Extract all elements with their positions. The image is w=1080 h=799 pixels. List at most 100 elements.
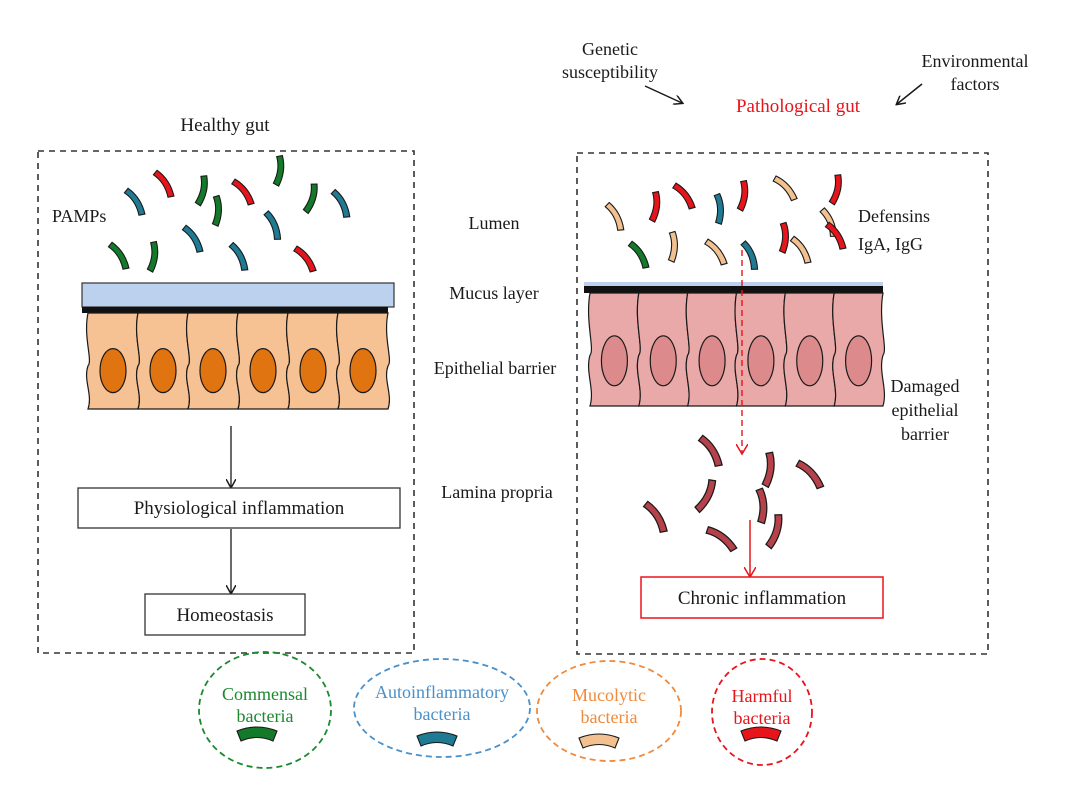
mucolytic-bacterium <box>772 175 798 202</box>
lamina-propria-label: Lamina propria <box>441 482 552 502</box>
chronic-inflammation-box <box>640 576 884 619</box>
translocated-bacterium <box>795 459 825 490</box>
healthy-mucus-layer <box>81 282 395 308</box>
commensal-bacterium <box>194 175 208 207</box>
damaged-epithelial-nucleus <box>844 335 873 387</box>
harmful-bacterium <box>648 190 661 223</box>
environmental-arrow <box>897 83 923 104</box>
commensal-bacterium <box>107 241 130 270</box>
damaged-label-line2: epithelial <box>892 400 959 420</box>
legend-commensal-label-line2: bacteria <box>237 706 294 726</box>
autoinflammatory-bacterium <box>228 241 249 271</box>
homeostasis-label: Homeostasis <box>176 605 273 626</box>
epithelial-barrier-label: Epithelial barrier <box>434 358 556 378</box>
legend-harmful-ring <box>711 658 813 766</box>
translocated-bacterium <box>765 514 783 550</box>
autoinflammatory-bacterium <box>330 188 351 218</box>
mucolytic-bacterium <box>789 235 812 264</box>
healthy-bacteria-group <box>107 154 351 273</box>
translocated-bacterium <box>755 487 768 525</box>
legend-commensal-label-line1: Commensal <box>222 684 308 704</box>
physiological-inflammation-label: Physiological inflammation <box>134 498 345 519</box>
legend-autoinflammatory-swatch <box>416 731 458 747</box>
harmful-bacterium <box>671 182 696 210</box>
translocated-bacterium <box>761 451 775 489</box>
harmful-bacterium <box>824 221 847 250</box>
legend-harmful-label-line2: bacteria <box>734 708 791 728</box>
homeostasis-box <box>144 593 306 636</box>
harmful-bacterium <box>828 174 842 206</box>
commensal-bacterium <box>211 194 222 228</box>
autoinflammatory-bacterium <box>123 187 146 216</box>
translocated-bacterium <box>642 500 668 534</box>
pathological-tight-junction <box>584 286 883 293</box>
legend-harmful-swatch <box>740 726 782 742</box>
damaged-label-line1: Damaged <box>891 376 960 396</box>
physiological-inflammation-box <box>77 487 401 529</box>
damaged-epithelial-nucleus <box>796 335 824 387</box>
pathological-lumen-bacteria-group <box>604 174 847 270</box>
pathological-mucus-layer <box>584 282 883 286</box>
healthy-epithelial-nucleus <box>199 348 227 394</box>
mucolytic-bacterium <box>667 230 678 264</box>
healthy-tight-junction <box>82 307 388 313</box>
legend-commensal-swatch <box>236 726 278 742</box>
pathological-gut-title: Pathological gut <box>736 96 861 117</box>
chronic-inflammation-label: Chronic inflammation <box>678 588 847 609</box>
healthy-epithelial-nucleus <box>299 348 327 394</box>
commensal-bacterium <box>146 240 159 273</box>
pamps-label: PAMPs <box>52 206 106 226</box>
healthy-epithelial-cells <box>85 312 391 410</box>
translocated-bacterium <box>694 479 717 514</box>
healthy-epithelial-nucleus <box>249 348 277 394</box>
environmental-label-line1: Environmental <box>922 51 1029 71</box>
mucolytic-bacterium <box>703 238 728 266</box>
damaged-label-line3: barrier <box>901 424 949 444</box>
autoinflammatory-bacterium <box>740 240 759 270</box>
damaged-epithelial-nucleus <box>747 335 775 387</box>
harmful-bacterium <box>230 178 255 206</box>
harmful-bacterium <box>152 169 175 198</box>
legend-autoinflammatory-label-line2: bacteria <box>414 704 471 724</box>
legend-mucolytic-label-line2: bacteria <box>581 707 638 727</box>
lumen-label: Lumen <box>469 213 520 233</box>
commensal-bacterium <box>272 154 285 187</box>
legend-mucolytic-ring <box>536 660 682 762</box>
autoinflammatory-bacterium <box>713 192 724 226</box>
autoinflammatory-bacterium <box>263 210 282 240</box>
pathological-gut-panel <box>576 152 989 655</box>
legend-commensal-ring <box>198 651 332 769</box>
commensal-bacterium <box>302 183 318 215</box>
legend-autoinflammatory-label-line1: Autoinflammatory <box>375 682 509 702</box>
legend-mucolytic-label-line1: Mucolytic <box>572 685 646 705</box>
harmful-bacterium <box>778 221 789 255</box>
autoinflammatory-bacterium <box>181 224 204 253</box>
healthy-gut-title: Healthy gut <box>180 115 270 136</box>
translocated-bacterium <box>705 525 738 553</box>
healthy-epithelial-nucleus <box>99 348 127 394</box>
damaged-epithelial-cells <box>587 292 886 407</box>
harmful-bacterium <box>292 245 317 273</box>
mucus-layer-label: Mucus layer <box>449 283 538 303</box>
damaged-epithelial-nucleus <box>649 335 677 387</box>
commensal-bacterium <box>627 240 650 269</box>
legend-autoinflammatory-ring <box>353 658 531 758</box>
healthy-epithelial-nucleus <box>349 348 377 394</box>
defensins-label-line2: IgA, IgG <box>858 234 923 254</box>
legend-harmful-label-line1: Harmful <box>732 686 793 706</box>
genetic-arrow <box>644 85 682 103</box>
bacteria-legend: CommensalbacteriaAutoinflammatorybacteri… <box>198 651 813 769</box>
genetic-label-line1: Genetic <box>582 39 638 59</box>
legend-mucolytic-swatch <box>578 733 620 749</box>
healthy-gut-panel <box>37 150 415 654</box>
defensins-label-line1: Defensins <box>858 206 930 226</box>
damaged-epithelial-nucleus <box>698 335 726 387</box>
healthy-epithelial-nucleus <box>149 348 177 394</box>
damaged-epithelial-nucleus <box>600 335 629 387</box>
lamina-propria-bacteria-group <box>642 434 825 553</box>
mucolytic-bacterium <box>604 201 625 231</box>
translocated-bacterium <box>697 434 723 468</box>
harmful-bacterium <box>736 179 749 212</box>
genetic-label-line2: susceptibility <box>562 62 658 82</box>
